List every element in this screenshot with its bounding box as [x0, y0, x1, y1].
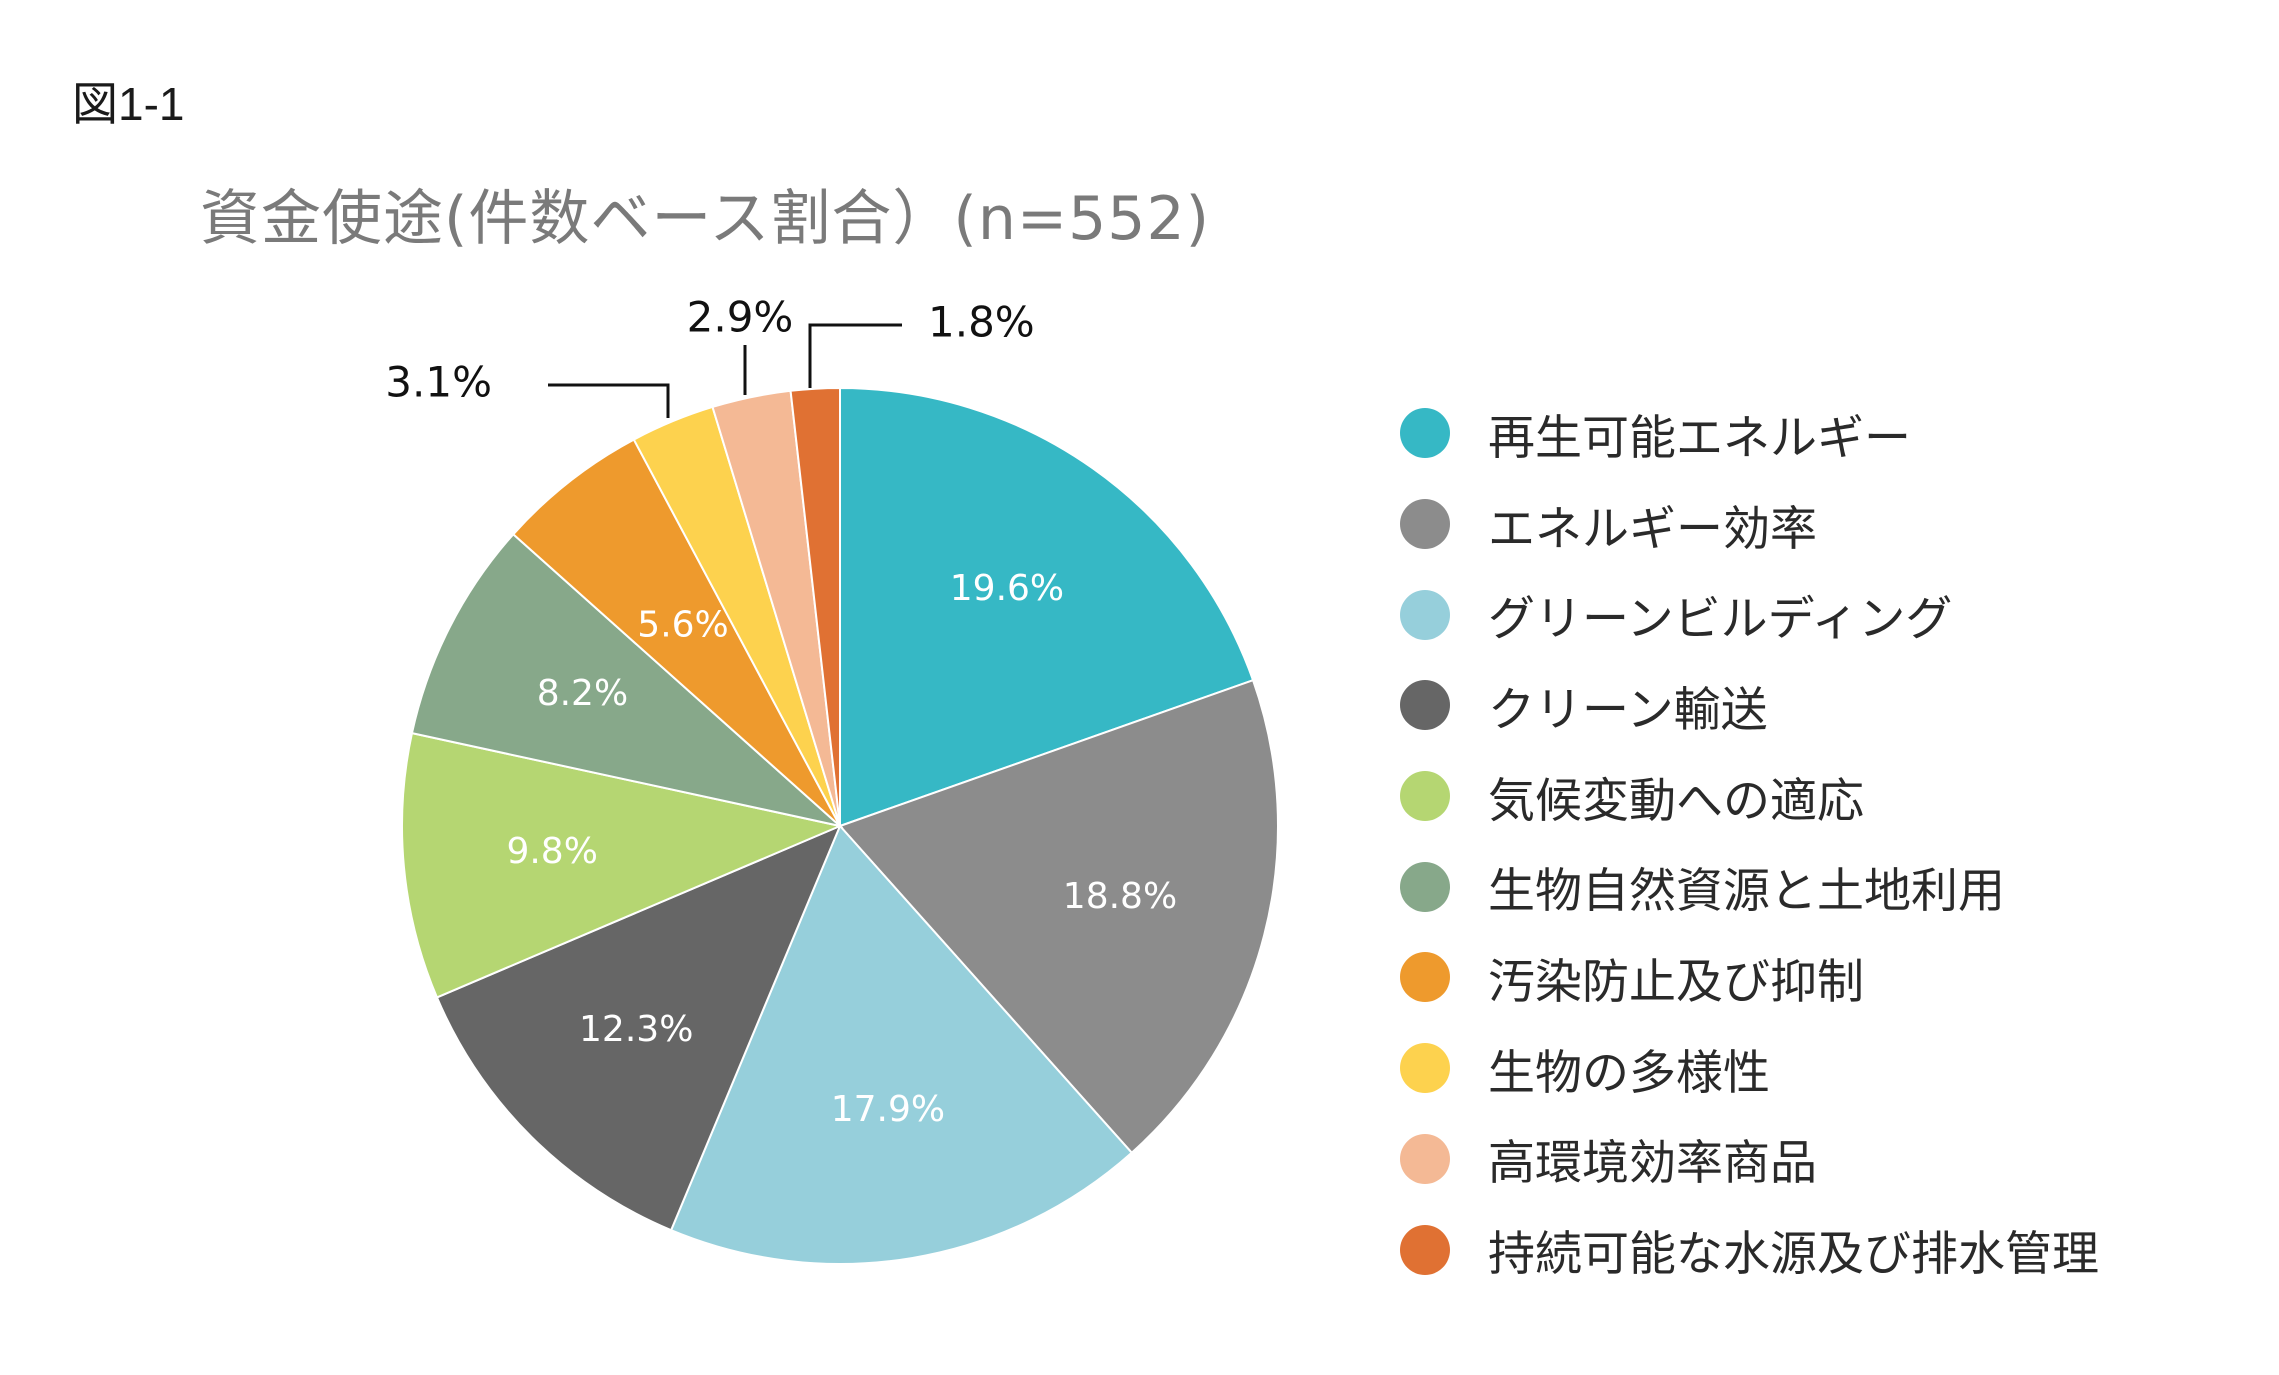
data-label: 1.8%	[928, 298, 1035, 347]
legend-label: クリーン輸送	[1488, 682, 1768, 738]
legend-label: 汚染防止及び抑制	[1488, 954, 1864, 1010]
legend-label: 気候変動への適応	[1488, 773, 1864, 829]
legend-item: グリーンビルディング	[1400, 569, 2099, 660]
legend-item: 気候変動への適応	[1400, 751, 2099, 842]
data-label: 9.8%	[506, 831, 597, 872]
data-label: 2.9%	[687, 293, 794, 342]
data-label: 5.6%	[637, 604, 728, 645]
legend: 再生可能エネルギー エネルギー効率グリーンビルディング クリーン輸送気候変動への適応…	[1400, 388, 2099, 1295]
legend-item: 再生可能エネルギー	[1400, 388, 2099, 479]
legend-item: 持続可能な水源及び排水管理	[1400, 1204, 2099, 1295]
legend-item: 生物自然資源と土地利用	[1400, 841, 2099, 932]
legend-swatch	[1400, 1224, 1450, 1275]
legend-label: エネルギー効率	[1488, 501, 1817, 557]
pie-slice	[789, 386, 841, 827]
legend-swatch	[1400, 1133, 1450, 1184]
pie-slice	[401, 731, 844, 999]
legend-swatch	[1400, 952, 1450, 1003]
legend-item: 生物の多様性	[1400, 1023, 2099, 1114]
legend-item: エネルギー効率	[1400, 479, 2099, 570]
legend-label: 高環境効率商品	[1488, 1136, 1817, 1192]
pie-slice	[410, 532, 844, 828]
legend-label: 再生可能エネルギー	[1488, 410, 1911, 466]
legend-swatch	[1400, 499, 1450, 550]
legend-swatch	[1400, 1043, 1450, 1094]
legend-swatch	[1400, 589, 1450, 640]
data-label: 19.6%	[950, 568, 1064, 609]
legend-label: グリーンビルディング	[1488, 592, 1953, 648]
chart-title: 資金使途(件数ベース割合）(n=552)	[200, 184, 1211, 254]
legend-swatch	[1400, 771, 1450, 822]
legend-label: 生物の多様性	[1488, 1045, 1770, 1101]
pie-slice	[435, 824, 842, 1232]
data-label: 17.9%	[831, 1089, 945, 1130]
legend-swatch	[1400, 861, 1450, 912]
data-label: 3.1%	[385, 358, 492, 407]
pie-slice	[838, 678, 1279, 1155]
leader-line	[548, 383, 670, 418]
legend-swatch	[1400, 680, 1450, 731]
leader-line	[808, 323, 902, 388]
pie-slice	[511, 438, 841, 827]
legend-item: クリーン輸送	[1400, 660, 2099, 751]
legend-swatch	[1400, 408, 1450, 459]
legend-item: 汚染防止及び抑制	[1400, 932, 2099, 1023]
data-label: 8.2%	[537, 673, 628, 714]
figure-label: 図1-1	[72, 78, 185, 130]
pie-slice	[669, 824, 1134, 1265]
legend-item: 高環境効率商品	[1400, 1114, 2099, 1205]
legend-label: 生物自然資源と土地利用	[1488, 864, 2005, 920]
data-label: 12.3%	[579, 1009, 693, 1050]
legend-label: 持続可能な水源及び排水管理	[1488, 1227, 2099, 1283]
data-label: 18.8%	[1063, 876, 1177, 917]
